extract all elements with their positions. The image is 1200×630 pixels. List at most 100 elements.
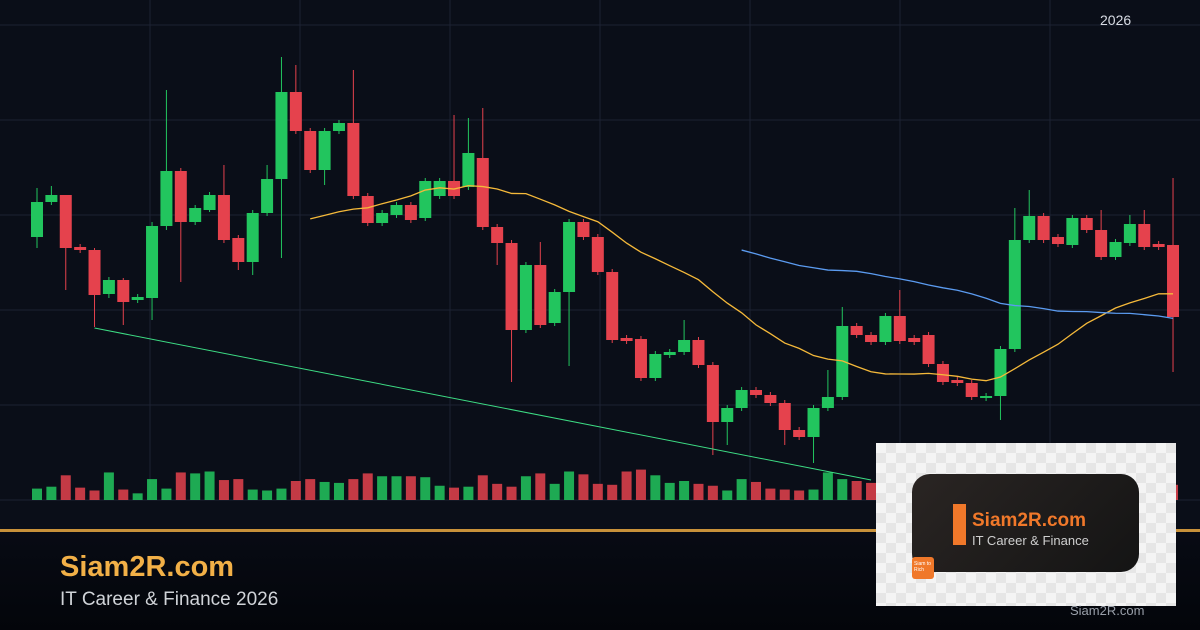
candle-body (1138, 224, 1151, 247)
candle-body (980, 396, 993, 398)
candle-body (505, 243, 518, 330)
candle-body (865, 335, 878, 342)
candle-body (534, 265, 547, 325)
candle-body (102, 280, 115, 294)
volume-bar (837, 479, 848, 500)
volume-bar (506, 486, 517, 500)
candle-body (577, 222, 590, 237)
candle-body (189, 208, 202, 222)
candle-body (45, 195, 58, 202)
candle-body (1023, 216, 1036, 240)
volume-bar (679, 481, 690, 500)
candle-body (893, 316, 906, 341)
candle-body (59, 195, 72, 248)
volume-bar (477, 475, 488, 500)
volume-bar (621, 471, 632, 500)
candle-body (361, 196, 374, 223)
volume-bar (391, 476, 402, 500)
volume-bar (377, 476, 388, 500)
candle-body (951, 380, 964, 383)
candle-body (750, 390, 762, 395)
candle-body (1008, 240, 1021, 349)
brand-title: Siam2R.com (60, 551, 235, 583)
candle-body (563, 222, 576, 292)
candle-body (217, 195, 230, 240)
candle-body (548, 292, 561, 323)
candle-body (649, 354, 662, 378)
candle-body (232, 238, 245, 262)
volume-bar (592, 483, 603, 500)
candle-body (620, 338, 633, 341)
candle-body (332, 123, 345, 131)
volume-bar (103, 472, 114, 500)
volume-bar (693, 483, 704, 500)
volume-bar (247, 489, 258, 500)
volume-bar (233, 479, 244, 500)
candle-body (807, 408, 820, 437)
candle-body (275, 92, 288, 179)
candle-body (678, 340, 691, 352)
volume-bar (319, 481, 330, 500)
logo-name: Siam2R.com (972, 510, 1087, 531)
volume-bar (175, 472, 186, 500)
volume-bar (305, 479, 316, 500)
volume-bar (707, 485, 718, 500)
volume-bar (535, 473, 546, 500)
candle-body (462, 153, 475, 187)
volume-bar (75, 487, 86, 500)
logo-card: Siam2R.com IT Career & Finance Siam to R… (876, 443, 1176, 606)
candle-body (261, 179, 274, 213)
candle-body (994, 349, 1007, 396)
candle-body (764, 395, 777, 403)
candle-body (591, 237, 604, 272)
candle-body (1066, 218, 1079, 245)
candle-body (1123, 224, 1136, 243)
candle-body (131, 297, 144, 300)
candle-body (1051, 237, 1064, 244)
candle-body (289, 92, 302, 131)
logo-bar-icon (953, 504, 966, 545)
volume-bar (794, 490, 805, 500)
logo-subtitle: IT Career & Finance (972, 533, 1089, 548)
candle-body (908, 338, 921, 342)
candle-body (376, 213, 389, 223)
candle-body (706, 365, 719, 422)
volume-bar (218, 480, 229, 500)
candle-body (318, 131, 331, 170)
volume-bar (147, 479, 158, 500)
candle-body (1109, 242, 1122, 257)
candle-body (74, 247, 87, 250)
volume-bar (779, 489, 790, 500)
volume-bar (32, 488, 42, 500)
candle-body (246, 213, 259, 262)
watermark: Siam2R.com (1070, 603, 1145, 618)
candle-body (735, 390, 748, 408)
volume-bar (204, 471, 215, 500)
candle-body (922, 335, 935, 364)
candle-body (203, 195, 216, 210)
candle-body (793, 430, 806, 437)
accent-divider (0, 529, 1200, 532)
volume-bar (333, 482, 344, 500)
candle-body (88, 250, 101, 295)
volume-bar (290, 481, 301, 500)
candle-body (390, 205, 403, 215)
volume-bar (434, 485, 445, 500)
candle-body (31, 202, 43, 237)
moving-average-20 (310, 184, 1174, 382)
candle-body (1095, 230, 1108, 257)
volume-bar (492, 483, 503, 500)
moving-average-50 (741, 249, 1174, 320)
candle-body (850, 326, 863, 335)
volume-bar (132, 493, 143, 500)
candle-body (1167, 245, 1180, 317)
candle-body (936, 364, 949, 382)
candle-body (476, 158, 489, 227)
logo-panel: Siam2R.com IT Career & Finance (912, 474, 1139, 572)
candle-body (721, 408, 734, 422)
volume-bar (607, 484, 618, 500)
candle-body (174, 171, 187, 222)
volume-bar (722, 490, 733, 500)
volume-bar (89, 490, 100, 500)
volume-bar (564, 471, 575, 500)
